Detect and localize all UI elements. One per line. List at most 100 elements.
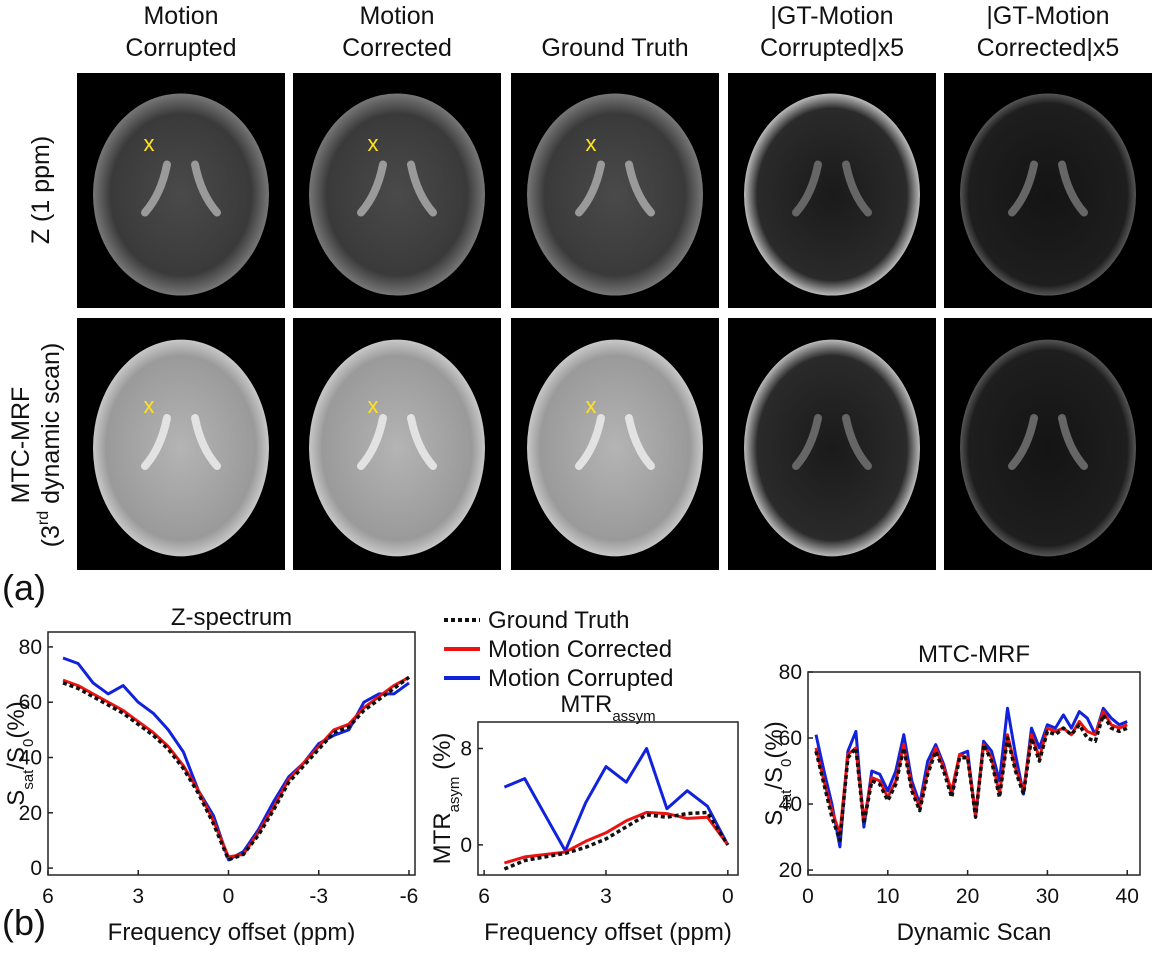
y-axis-label: MTRasym (%) bbox=[429, 733, 463, 865]
ventricle bbox=[141, 414, 221, 470]
y-tick-label: 80 bbox=[19, 636, 42, 659]
roi-marker: x bbox=[144, 393, 155, 418]
row-label: MTC-MRF bbox=[7, 387, 35, 504]
y-tick-label: 20 bbox=[779, 859, 802, 882]
ventricle bbox=[357, 414, 437, 470]
text-part: sat bbox=[778, 789, 795, 810]
column-header: |GT-Motion bbox=[770, 2, 893, 30]
roi-marker: x bbox=[368, 131, 379, 156]
y-tick-label: 80 bbox=[779, 661, 802, 684]
brain bbox=[309, 339, 485, 557]
column-header: Motion bbox=[359, 2, 434, 30]
row-label: Z (1 ppm) bbox=[27, 136, 55, 244]
x-tick-label: 3 bbox=[132, 885, 144, 908]
column-header: |GT-Motion bbox=[986, 2, 1109, 30]
x-tick-label: 40 bbox=[1116, 885, 1139, 908]
y-tick-label: 0 bbox=[30, 857, 42, 880]
panel-label: (b) bbox=[2, 902, 46, 943]
y-tick-label: 0 bbox=[460, 834, 472, 857]
text-part: sat bbox=[20, 769, 37, 790]
data-line bbox=[62, 675, 411, 862]
text-part: dynamic scan) bbox=[37, 343, 65, 511]
data-line bbox=[814, 713, 1128, 843]
brain bbox=[93, 93, 269, 296]
plot-frame bbox=[47, 631, 416, 876]
ventricle bbox=[575, 160, 655, 217]
y-tick-label: 20 bbox=[19, 802, 42, 825]
text-part: MTR bbox=[429, 812, 456, 864]
text-part: S bbox=[761, 810, 788, 826]
row-label: (3rd dynamic scan) bbox=[35, 343, 65, 548]
roi-marker: x bbox=[586, 393, 597, 418]
brain bbox=[744, 339, 920, 557]
ventricle bbox=[1008, 160, 1088, 217]
text-part: 0 bbox=[20, 739, 37, 747]
column-header: Corrupted|x5 bbox=[760, 34, 904, 62]
ventricle bbox=[792, 414, 872, 470]
text-part: MTC-MRF bbox=[7, 387, 35, 504]
y-tick-label: 40 bbox=[779, 793, 802, 816]
ventricle bbox=[357, 160, 437, 217]
y-axis-label: Ssat/S0(%) bbox=[3, 701, 37, 805]
brain bbox=[960, 339, 1136, 557]
roi-marker: x bbox=[368, 393, 379, 418]
column-header: Corrected|x5 bbox=[977, 34, 1120, 62]
plot-frame bbox=[807, 671, 1141, 876]
x-tick-label: -6 bbox=[400, 885, 419, 908]
x-tick-label: 6 bbox=[478, 885, 490, 908]
x-tick-label: 30 bbox=[1036, 885, 1059, 908]
chart-title: Z-spectrum bbox=[171, 604, 292, 631]
roi-marker: x bbox=[586, 131, 597, 156]
y-axis-label: Ssat/S0(%) bbox=[761, 721, 795, 825]
ventricle bbox=[792, 160, 872, 217]
chart-title: MTC-MRF bbox=[918, 641, 1030, 668]
x-tick-label: 0 bbox=[802, 885, 814, 908]
x-tick-label: 10 bbox=[876, 885, 899, 908]
x-tick-label: -3 bbox=[309, 885, 328, 908]
x-tick-label: 0 bbox=[223, 885, 235, 908]
data-line bbox=[503, 747, 730, 853]
x-axis-label: Dynamic Scan bbox=[897, 919, 1052, 946]
text-part: /S bbox=[3, 747, 30, 770]
y-tick-label: 60 bbox=[779, 727, 802, 750]
chart-title: MTRassym bbox=[560, 691, 655, 725]
roi-marker: x bbox=[144, 131, 155, 156]
column-header: Corrected bbox=[342, 34, 452, 62]
x-axis-label: Frequency offset (ppm) bbox=[108, 919, 356, 946]
y-tick-label: 60 bbox=[19, 691, 42, 714]
panel-label: (a) bbox=[2, 567, 46, 608]
x-tick-label: 6 bbox=[42, 885, 54, 908]
brain bbox=[527, 93, 703, 296]
data-line bbox=[62, 675, 410, 859]
plot-frame bbox=[477, 721, 739, 876]
data-line bbox=[62, 656, 410, 862]
brain bbox=[309, 93, 485, 296]
data-line bbox=[503, 810, 730, 871]
text-part: rd bbox=[35, 511, 52, 525]
column-header: Ground Truth bbox=[541, 34, 688, 62]
text-part: 0 bbox=[778, 759, 795, 767]
text-part: (%) bbox=[761, 721, 788, 758]
y-tick-label: 40 bbox=[19, 747, 42, 770]
brain bbox=[93, 339, 269, 557]
x-tick-label: 0 bbox=[722, 885, 734, 908]
text-part: Z (1 ppm) bbox=[27, 136, 55, 244]
text-part: MTC-MRF bbox=[918, 641, 1030, 668]
x-tick-label: 3 bbox=[600, 885, 612, 908]
ventricle bbox=[141, 160, 221, 217]
text-part: asym bbox=[446, 777, 463, 813]
text-part: /S bbox=[761, 767, 788, 790]
text-part: S bbox=[3, 790, 30, 806]
legend-label: Motion Corrupted bbox=[488, 665, 673, 692]
x-axis-label: Frequency offset (ppm) bbox=[484, 919, 732, 946]
text-part: (%) bbox=[429, 733, 456, 777]
data-line bbox=[503, 810, 730, 865]
brain bbox=[960, 93, 1136, 296]
x-tick-label: 20 bbox=[956, 885, 979, 908]
y-tick-label: 8 bbox=[460, 738, 472, 761]
legend-label: Motion Corrected bbox=[488, 636, 672, 663]
text-part: assym bbox=[612, 708, 655, 725]
text-part: (%) bbox=[3, 701, 30, 738]
text-part: MTR bbox=[560, 691, 612, 718]
